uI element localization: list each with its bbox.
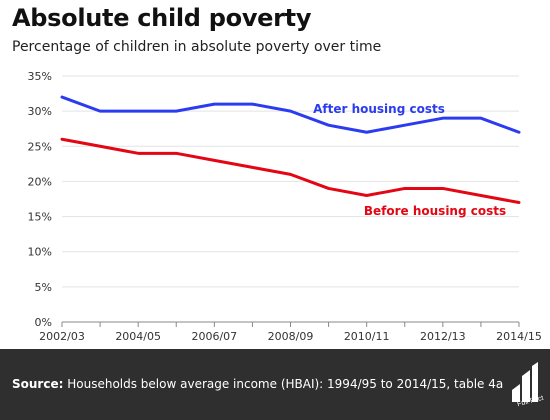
- chart-subtitle: Percentage of children in absolute pover…: [12, 39, 382, 55]
- y-tick-label: 30%: [28, 105, 52, 118]
- source-note: Source: Households below average income …: [12, 377, 503, 391]
- x-tick-label: 2014/15: [496, 330, 542, 343]
- line-chart: 0% 5% 10% 15% 20% 25% 30% 35% 2002/03 2004/05 2006…: [28, 70, 542, 343]
- y-tick-label: 25%: [28, 140, 52, 153]
- source-footer: Source: Households below average income …: [0, 349, 550, 420]
- source-text: Households below average income (HBAI): …: [67, 377, 504, 391]
- x-tick-label: 2006/07: [191, 330, 237, 343]
- y-tick-label: 35%: [28, 70, 52, 83]
- chart-title: Absolute child poverty: [12, 4, 312, 32]
- y-tick-label: 0%: [35, 316, 52, 329]
- x-tick-label: 2010/11: [344, 330, 390, 343]
- y-tick-label: 15%: [28, 211, 52, 224]
- series-line-after-housing-costs: [60, 95, 521, 134]
- y-tick-label: 10%: [28, 246, 52, 259]
- full-fact-logo-icon: [512, 362, 538, 402]
- series-label-after-housing-costs: After housing costs: [313, 102, 445, 116]
- y-tick-label: 20%: [28, 175, 52, 188]
- series-line-before-housing-costs: [60, 137, 521, 205]
- y-tick-label: 5%: [35, 281, 52, 294]
- x-tick-label: 2002/03: [39, 330, 85, 343]
- x-tick-label: 2012/13: [420, 330, 466, 343]
- series-label-before-housing-costs: Before housing costs: [364, 204, 506, 218]
- x-tick-label: 2004/05: [115, 330, 161, 343]
- x-tick-label: 2008/09: [268, 330, 314, 343]
- source-label: Source:: [12, 377, 64, 391]
